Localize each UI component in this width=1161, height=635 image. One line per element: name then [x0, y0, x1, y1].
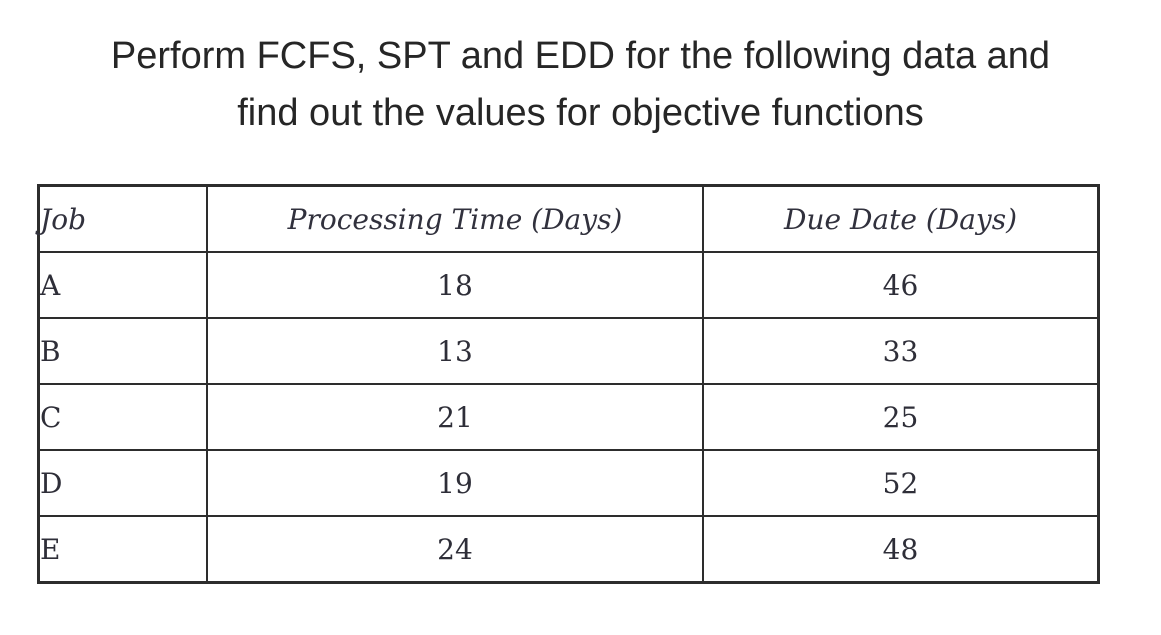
cell-job: C	[37, 383, 208, 451]
table-row: C 21 25	[37, 383, 1100, 451]
cell-processing-time: 18	[206, 251, 704, 319]
column-header-processing-time: Processing Time (Days)	[206, 184, 704, 253]
table-row: E 24 48	[37, 515, 1100, 584]
cell-job: D	[37, 449, 208, 517]
job-data-table: Job Processing Time (Days) Due Date (Day…	[37, 184, 1100, 584]
page-title-line2: find out the values for objective functi…	[237, 92, 924, 134]
cell-processing-time: 19	[206, 449, 704, 517]
cell-job: A	[37, 251, 208, 319]
cell-due-date: 46	[702, 251, 1100, 319]
cell-processing-time: 13	[206, 317, 704, 385]
cell-job: E	[37, 515, 208, 584]
cell-due-date: 52	[702, 449, 1100, 517]
table-row: D 19 52	[37, 449, 1100, 517]
column-header-due-date: Due Date (Days)	[702, 184, 1100, 253]
table-row: B 13 33	[37, 317, 1100, 385]
table-header-row: Job Processing Time (Days) Due Date (Day…	[37, 184, 1100, 253]
cell-due-date: 33	[702, 317, 1100, 385]
table-row: A 18 46	[37, 251, 1100, 319]
cell-due-date: 25	[702, 383, 1100, 451]
column-header-job: Job	[37, 184, 208, 253]
page-title-line1: Perform FCFS, SPT and EDD for the follow…	[110, 35, 1051, 77]
cell-due-date: 48	[702, 515, 1100, 584]
cell-processing-time: 24	[206, 515, 704, 584]
page-title: Perform FCFS, SPT and EDD for the follow…	[0, 28, 1161, 142]
cell-job: B	[37, 317, 208, 385]
cell-processing-time: 21	[206, 383, 704, 451]
